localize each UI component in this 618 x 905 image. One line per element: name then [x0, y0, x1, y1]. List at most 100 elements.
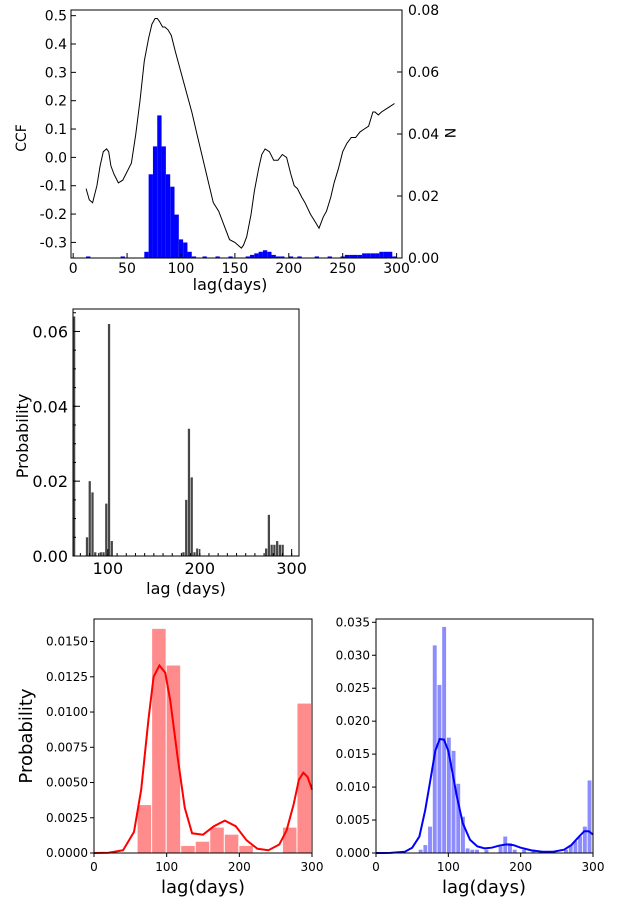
probability-bar: [110, 541, 113, 556]
ccf-bar: [178, 239, 184, 258]
ccf-bar: [254, 253, 259, 258]
red-y-tick-label: 0.0025: [46, 811, 88, 825]
ccf-bar: [280, 256, 285, 258]
blue-histogram-bar: [437, 684, 442, 853]
ccf-y-tick-label: 0.4: [45, 37, 67, 53]
ccf-y-tick-label: 0.0: [45, 150, 67, 166]
ccf-bar: [349, 254, 354, 258]
ccf-bar: [120, 256, 125, 258]
ccf-line: [85, 18, 395, 249]
red-frame: [93, 618, 313, 854]
ccf-bar: [362, 253, 367, 258]
blue-x-tick-label: 300: [582, 860, 605, 874]
probability-bar: [278, 544, 282, 556]
probability-bar: [187, 428, 191, 556]
ccf-x-tick-label: 150: [222, 261, 249, 277]
red-x-tick-label: 0: [90, 860, 98, 874]
ccf-bar: [392, 256, 397, 258]
ccf-y-axis-label: CCF: [14, 124, 30, 152]
ccf-bar: [344, 254, 350, 258]
red-kde-curve: [93, 663, 313, 854]
blue-x-axis-label: lag(days): [442, 877, 526, 898]
probability-bar: [105, 503, 108, 556]
ccf-bar: [383, 251, 388, 258]
red-y-tick-label: 0.0125: [46, 670, 88, 684]
red-histogram-bar: [297, 703, 311, 853]
probability-bar: [88, 481, 91, 556]
blue-histogram-bar: [587, 780, 592, 853]
blue-histogram-bar: [475, 849, 479, 853]
red-histogram-bar: [282, 827, 297, 853]
blue-histogram-bar: [512, 849, 517, 853]
blue-y-tick-label: 0.025: [336, 681, 370, 695]
red-histogram-bar: [210, 827, 224, 853]
ccf-y-tick-label: 0.1: [45, 122, 67, 138]
blue-histogram-bar: [578, 836, 583, 853]
ccf-x-tick-label: 300: [383, 261, 410, 277]
ccf-bar: [353, 254, 358, 258]
prob-frame: [72, 308, 300, 557]
blue-y-tick-label: 0.010: [336, 780, 370, 794]
probability-bar: [107, 323, 111, 556]
probability-bar: [73, 316, 76, 556]
ccf-x-tick-label: 200: [275, 261, 302, 277]
blue-histogram-bar: [451, 750, 456, 853]
blue-y-tick-label: 0.015: [336, 747, 370, 761]
ccf-bar: [161, 146, 166, 258]
ccf-bar: [366, 253, 371, 258]
ccf-y-tick-label: 0.5: [45, 9, 67, 25]
ccf-bar: [275, 256, 281, 258]
probability-bar: [273, 544, 276, 556]
prob-y-tick-label: 0.04: [32, 397, 68, 416]
ccf-bar: [187, 251, 192, 258]
ccf-bar: [267, 251, 272, 258]
prob-y-tick-label: 0.00: [32, 547, 68, 566]
ccf-bar: [249, 254, 255, 258]
red-histogram-bar: [224, 834, 239, 853]
ccf-bar: [144, 251, 149, 258]
blue-x-tick-label: 0: [372, 860, 380, 874]
blue-histogram-bar: [564, 849, 568, 853]
prob-y-tick-label: 0.02: [32, 472, 68, 491]
ccf-bar: [148, 174, 153, 258]
red-y-tick-label: 0.0050: [46, 776, 88, 790]
blue-histogram-bar: [498, 846, 503, 853]
ccf-x-tick-label: 50: [118, 261, 136, 277]
ccf-bar: [152, 146, 158, 258]
blue-frame: [375, 618, 594, 854]
blue-y-tick-label: 0.030: [336, 648, 370, 662]
blue-histogram-bar: [432, 645, 437, 853]
blue-histogram-bar: [484, 849, 489, 853]
blue-x-tick-label: 200: [509, 860, 532, 874]
ccf-frame: [70, 9, 403, 259]
red-histogram-panel: 0.0000 0.0025 0.0050 0.0075 0.0100 0.0125 0.01…: [46, 618, 324, 874]
probability-bar: [196, 548, 199, 556]
blue-histogram-bar: [418, 849, 423, 853]
blue-histogram-bar: [428, 826, 432, 853]
ccf-bar: [215, 256, 220, 258]
blue-histogram-bar: [465, 848, 470, 853]
blue-histogram-bar: [508, 843, 512, 853]
ccf-bar: [297, 256, 302, 258]
red-histogram-bar: [137, 805, 152, 853]
ccf-bar: [314, 256, 319, 258]
red-y-tick-label: 0.0100: [46, 705, 88, 719]
ccf-bar: [370, 253, 376, 258]
blue-histogram-panel: 0.000 0.005 0.010 0.015 0.020 0.025 0.030 0.035…: [336, 615, 605, 874]
prob-x-tick-label: 300: [276, 559, 307, 578]
ccf-bar: [170, 186, 175, 258]
blue-x-tick-label: 100: [437, 860, 460, 874]
blue-y-tick-label: 0.005: [336, 813, 370, 827]
ccf-x-tick-label: 100: [168, 261, 195, 277]
ccf-bar: [288, 256, 294, 258]
ccf-y-tick-label: -0.1: [40, 179, 67, 195]
red-x-tick-label: 200: [228, 860, 251, 874]
blue-histogram-bar: [446, 737, 451, 853]
probability-bar: [99, 552, 102, 556]
red-x-tick-label: 300: [301, 860, 324, 874]
probability-bar: [102, 552, 105, 556]
ccf-right-axis-label: N: [441, 128, 457, 138]
blue-histogram-bar: [460, 816, 465, 853]
ccf-y-tick-label: 0.2: [45, 94, 67, 110]
